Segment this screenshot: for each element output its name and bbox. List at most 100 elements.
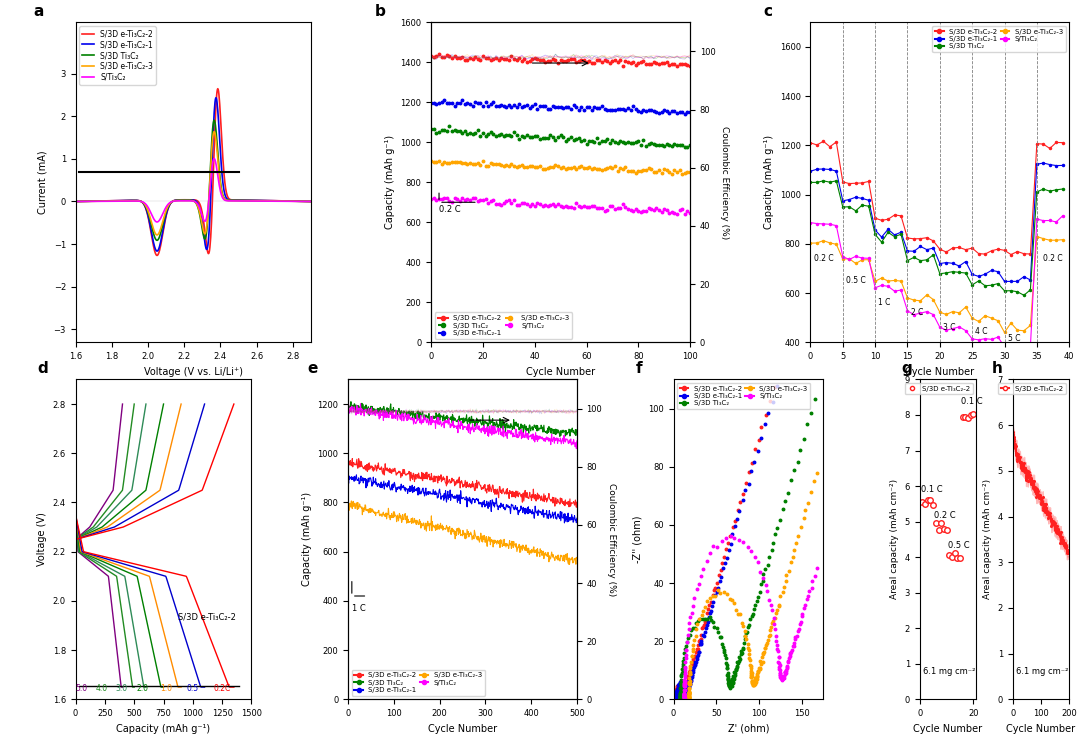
S/3D e-Ti₃C₂-3 [208, 129, 221, 138]
S/3D e-Ti₃C₂-1 [111, 196, 124, 205]
X-axis label: Cycle Number: Cycle Number [428, 724, 497, 734]
X-axis label: Z' (ohm): Z' (ohm) [728, 724, 769, 734]
S/3D e-Ti₃C₂-2 [212, 84, 225, 93]
Text: 2.0: 2.0 [136, 684, 148, 693]
S/3D e-Ti₃C₂-3 [227, 196, 240, 205]
S/3D e-Ti₃C₂-2 [130, 196, 143, 205]
Line: S/3D e-Ti₃C₂-1: S/3D e-Ti₃C₂-1 [76, 98, 311, 251]
S/Ti₃C₂ [208, 155, 221, 164]
Legend: S/3D e-Ti₃C₂-2, S/3D e-Ti₃C₂-1, S/3D Ti₃C₂, S/3D e-Ti₃C₂-3, S/Ti₃C₂: S/3D e-Ti₃C₂-2, S/3D e-Ti₃C₂-1, S/3D Ti₃… [80, 26, 156, 85]
S/3D Ti₃C₂ [176, 196, 189, 205]
Text: g: g [902, 361, 913, 376]
Text: 0.2 C: 0.2 C [813, 254, 834, 263]
Text: 0.2 C: 0.2 C [934, 511, 956, 520]
S/3D e-Ti₃C₂-2 [111, 196, 124, 205]
Y-axis label: Capacity (mAh g⁻¹): Capacity (mAh g⁻¹) [302, 493, 312, 586]
Y-axis label: -Z'' (ohm): -Z'' (ohm) [633, 516, 643, 563]
Text: 0.5: 0.5 [187, 684, 199, 693]
S/3D e-Ti₃C₂-2 [227, 196, 240, 205]
Y-axis label: Current (mA): Current (mA) [38, 150, 48, 214]
S/3D Ti₃C₂ [207, 116, 220, 125]
S/3D Ti₃C₂ [247, 196, 260, 205]
S/3D e-Ti₃C₂-1 [150, 246, 163, 255]
Text: 1 C: 1 C [352, 604, 366, 613]
Text: e: e [307, 361, 318, 376]
Text: 3.0: 3.0 [116, 684, 127, 693]
S/3D e-Ti₃C₂-1 [227, 196, 240, 205]
S/Ti₃C₂ [247, 196, 260, 205]
Legend: S/3D e-Ti₃C₂-2, S/3D Ti₃C₂, S/3D e-Ti₃C₂-1, S/3D e-Ti₃C₂-3, S/Ti₃C₂: S/3D e-Ti₃C₂-2, S/3D Ti₃C₂, S/3D e-Ti₃C₂… [435, 312, 572, 339]
Y-axis label: Coulombic Efficiency (%): Coulombic Efficiency (%) [607, 483, 617, 596]
Text: c: c [764, 4, 773, 19]
Legend: S/3D e-Ti₃C₂-2: S/3D e-Ti₃C₂-2 [905, 383, 973, 394]
Text: S/3D e-Ti₃C₂-2: S/3D e-Ti₃C₂-2 [177, 612, 235, 621]
Line: S/3D e-Ti₃C₂-2: S/3D e-Ti₃C₂-2 [76, 89, 311, 255]
S/Ti₃C₂ [176, 196, 189, 205]
Text: 6.1 mg cm⁻²: 6.1 mg cm⁻² [1015, 667, 1068, 676]
S/Ti₃C₂ [207, 154, 220, 163]
Text: 1 C: 1 C [878, 298, 891, 307]
X-axis label: Cycle Number: Cycle Number [914, 724, 983, 734]
Text: 0.2 C: 0.2 C [1043, 254, 1063, 263]
S/3D e-Ti₃C₂-3 [69, 197, 82, 206]
S/3D e-Ti₃C₂-2 [247, 196, 260, 205]
Text: 5 C: 5 C [1008, 333, 1021, 343]
S/3D e-Ti₃C₂-3 [247, 196, 260, 205]
X-axis label: Cycle Number: Cycle Number [1007, 724, 1076, 734]
S/Ti₃C₂ [69, 197, 82, 206]
Y-axis label: Coulombic Efficiency (%): Coulombic Efficiency (%) [720, 126, 729, 239]
S/Ti₃C₂ [305, 197, 318, 206]
Text: 0.5 C: 0.5 C [948, 542, 970, 551]
Text: 0.2C: 0.2C [214, 684, 231, 693]
S/3D e-Ti₃C₂-1 [130, 196, 143, 205]
Text: b: b [375, 4, 386, 19]
Line: S/3D Ti₃C₂: S/3D Ti₃C₂ [76, 121, 311, 240]
Text: a: a [33, 4, 43, 19]
X-axis label: Cycle Number: Cycle Number [526, 367, 595, 376]
Text: 0.1 C: 0.1 C [961, 397, 983, 406]
S/3D e-Ti₃C₂-1 [208, 102, 221, 111]
S/3D Ti₃C₂ [305, 197, 318, 206]
S/3D e-Ti₃C₂-3 [176, 196, 189, 205]
Y-axis label: Areal capacity (mAh cm⁻²): Areal capacity (mAh cm⁻²) [890, 479, 899, 600]
Text: 0.1 C: 0.1 C [921, 486, 943, 495]
S/3D Ti₃C₂ [150, 236, 163, 245]
Legend: S/3D e-Ti₃C₂-2, S/3D Ti₃C₂, S/3D e-Ti₃C₂-1, S/3D e-Ti₃C₂-3, S/Ti₃C₂: S/3D e-Ti₃C₂-2, S/3D Ti₃C₂, S/3D e-Ti₃C₂… [352, 670, 485, 696]
Text: 1.0: 1.0 [160, 684, 172, 693]
Y-axis label: Voltage (V): Voltage (V) [37, 513, 48, 566]
Line: S/3D e-Ti₃C₂-3: S/3D e-Ti₃C₂-3 [76, 132, 311, 235]
S/3D e-Ti₃C₂-3 [305, 197, 318, 206]
S/3D Ti₃C₂ [111, 196, 124, 205]
Line: S/Ti₃C₂: S/Ti₃C₂ [76, 158, 311, 222]
S/Ti₃C₂ [227, 196, 240, 205]
X-axis label: Voltage (V vs. Li/Li⁺): Voltage (V vs. Li/Li⁺) [144, 367, 243, 376]
S/Ti₃C₂ [111, 196, 124, 205]
S/3D e-Ti₃C₂-3 [150, 231, 163, 240]
S/3D e-Ti₃C₂-1 [210, 94, 222, 103]
Y-axis label: Areal capacity (mAh cm⁻²): Areal capacity (mAh cm⁻²) [983, 479, 993, 600]
X-axis label: Cycle Number: Cycle Number [905, 367, 974, 376]
S/3D e-Ti₃C₂-2 [305, 197, 318, 206]
S/3D Ti₃C₂ [208, 118, 221, 127]
Text: f: f [636, 361, 643, 376]
S/3D Ti₃C₂ [69, 197, 82, 206]
S/3D Ti₃C₂ [130, 196, 143, 205]
S/3D e-Ti₃C₂-2 [176, 196, 189, 205]
S/Ti₃C₂ [130, 196, 143, 205]
S/Ti₃C₂ [150, 217, 163, 226]
Y-axis label: Capacity (mAh g⁻¹): Capacity (mAh g⁻¹) [384, 135, 395, 229]
Text: 0.5 C: 0.5 C [846, 276, 866, 285]
Text: 4 C: 4 C [975, 327, 988, 336]
Legend: S/3D e-Ti₃C₂-2: S/3D e-Ti₃C₂-2 [998, 383, 1066, 394]
S/3D e-Ti₃C₂-2 [69, 197, 82, 206]
Text: 0.2 C: 0.2 C [440, 205, 461, 214]
Text: 5.0: 5.0 [76, 684, 87, 693]
Text: h: h [991, 361, 1002, 376]
S/3D e-Ti₃C₂-1 [69, 197, 82, 206]
S/3D e-Ti₃C₂-1 [305, 197, 318, 206]
Legend: S/3D e-Ti₃C₂-2, S/3D e-Ti₃C₂-1, S/3D Ti₃C₂, S/3D e-Ti₃C₂-3, S/Ti₃C₂: S/3D e-Ti₃C₂-2, S/3D e-Ti₃C₂-1, S/3D Ti₃… [932, 26, 1066, 52]
Text: 6.1 mg cm⁻²: 6.1 mg cm⁻² [922, 667, 975, 676]
S/3D e-Ti₃C₂-2 [208, 132, 221, 141]
Text: 3 C: 3 C [943, 323, 956, 332]
S/3D e-Ti₃C₂-3 [111, 196, 124, 205]
